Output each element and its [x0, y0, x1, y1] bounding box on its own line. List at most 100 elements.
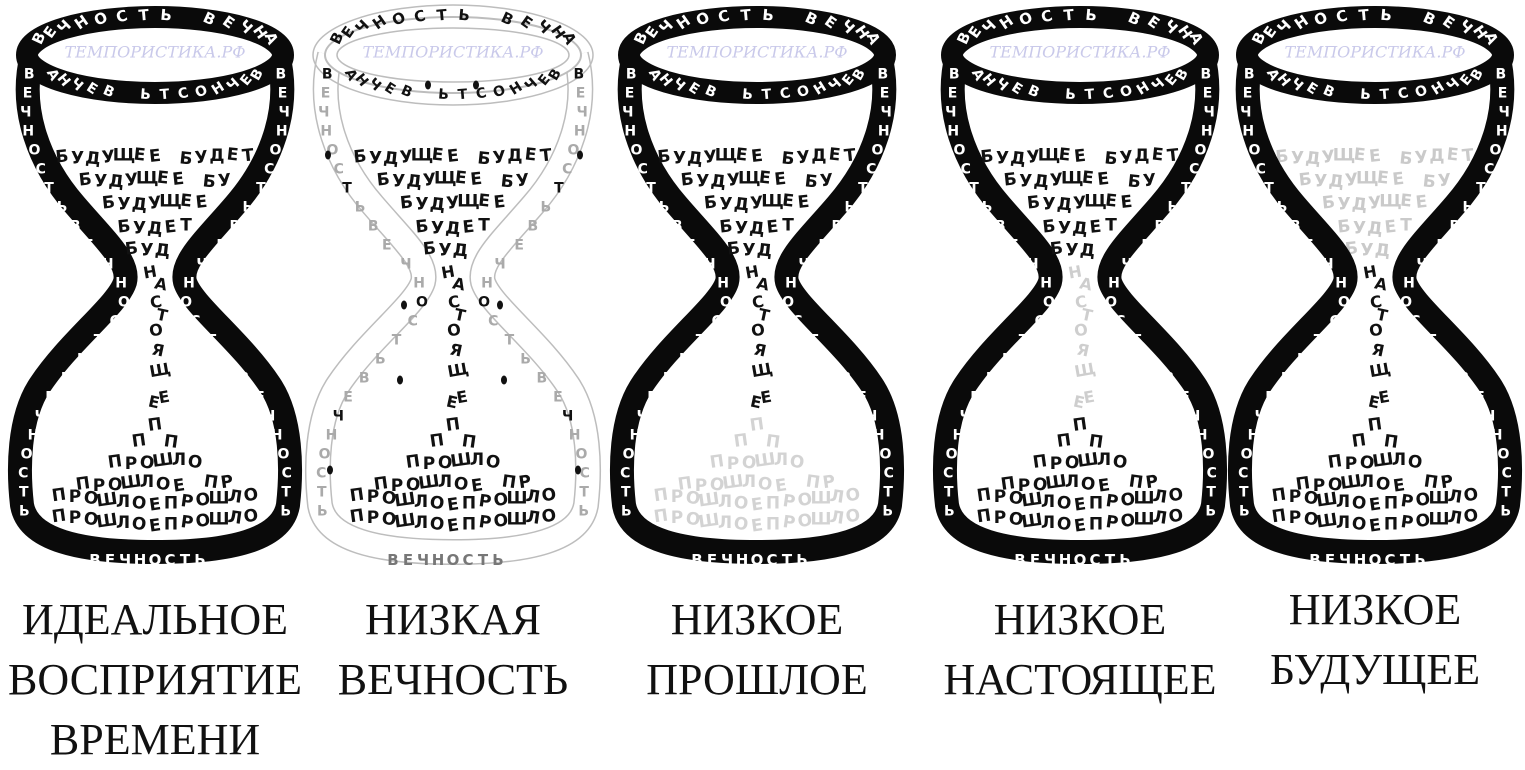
side-letter-right: О — [1195, 142, 1207, 158]
past-letter: Р — [391, 476, 403, 496]
side-letter-left: С — [1256, 161, 1266, 177]
side-letter-left: О — [416, 294, 428, 310]
future-letter: Е — [524, 144, 538, 165]
bottom-rim-letter: Е — [403, 551, 413, 569]
present-letter: А — [1078, 273, 1095, 294]
side-letter-left: Ь — [375, 351, 386, 367]
past-letter: Р — [727, 454, 739, 474]
future-letter: Е — [469, 169, 483, 190]
past-letter: О — [428, 492, 445, 514]
caption-line: ВРЕМЕНИ — [49, 715, 261, 764]
future-letter: Б — [703, 192, 718, 213]
inner-rim-letter: С — [1396, 85, 1410, 103]
side-letter-left: В — [995, 218, 1006, 234]
past-letter: П — [1367, 414, 1384, 436]
side-letter-left: В — [663, 370, 674, 386]
past-letter: Р — [367, 508, 379, 528]
side-letter-right: Н — [271, 427, 283, 443]
past-letter: О — [82, 509, 99, 531]
future-letter: Е — [171, 169, 185, 190]
past-letter: Ш — [1428, 489, 1449, 509]
side-letter-right: О — [1400, 294, 1412, 310]
past-letter: Ш — [1339, 471, 1363, 494]
side-letter-right: Ч — [494, 256, 505, 272]
side-letter-right: Ч — [1189, 408, 1200, 424]
future-letter: Щ — [159, 191, 182, 211]
future-letter: Д — [756, 240, 773, 261]
past-letter: П — [203, 471, 220, 493]
side-letter-left: Ч — [622, 104, 633, 120]
future-letter: У — [1367, 193, 1382, 214]
future-letter: У — [415, 195, 428, 215]
future-letter: Б — [353, 146, 368, 167]
future-letter: Т — [241, 145, 255, 166]
past-letter: Л — [1360, 472, 1374, 492]
frame-dot — [575, 465, 581, 475]
inner-rim-letter: Т — [1379, 86, 1390, 103]
future-letter: Д — [686, 148, 703, 169]
future-letter: Щ — [1333, 145, 1356, 165]
caption-line: НИЗКАЯ — [364, 595, 542, 644]
bottom-rim-letter: В — [691, 551, 702, 569]
past-letter: Е — [172, 475, 186, 496]
frame-dot — [473, 80, 479, 90]
past-letter: О — [428, 513, 445, 535]
side-letter-right: О — [478, 294, 490, 310]
past-letter: П — [461, 431, 478, 453]
past-letter: О — [796, 489, 813, 511]
future-letter: У — [1337, 195, 1350, 215]
past-letter: Р — [1144, 472, 1159, 494]
inner-rim-letter: Ь — [1065, 86, 1077, 103]
caption-low-past: НИЗКОЕ ПРОШЛОЕ — [592, 590, 922, 710]
side-letter-right: В — [527, 218, 538, 234]
side-letter-right: С — [866, 161, 876, 177]
past-letter: О — [1414, 510, 1431, 532]
side-letter-left: С — [316, 465, 326, 481]
frame-body — [610, 52, 904, 564]
bottom-rim-letter: О — [149, 551, 162, 569]
future-letter: Б — [422, 238, 437, 259]
past-letter: О — [684, 509, 701, 531]
side-letter-left: Ч — [945, 104, 956, 120]
future-letter: У — [1142, 170, 1157, 191]
past-letter: П — [805, 471, 822, 493]
present-letter: Щ — [446, 359, 470, 381]
present-letter: Т — [453, 305, 468, 326]
past-letter: О — [1350, 513, 1367, 535]
future-letter: У — [735, 219, 748, 239]
side-letter-right: Ь — [1500, 504, 1511, 520]
side-letter-left: О — [1241, 446, 1253, 462]
side-letter-right: Н — [1108, 275, 1120, 291]
present-letter: О — [1368, 319, 1385, 340]
side-letter-left: О — [319, 446, 331, 462]
side-letter-right: Ч — [279, 104, 290, 120]
present-letter: А — [1373, 273, 1390, 294]
side-letter-left: О — [29, 142, 41, 158]
future-letter: Д — [1374, 240, 1391, 261]
present-letter: Т — [1375, 305, 1390, 326]
past-letter: Р — [1399, 512, 1414, 534]
future-letter: Щ — [761, 191, 784, 211]
future-letter: Б — [1049, 238, 1064, 259]
past-letter: О — [1462, 505, 1479, 527]
side-letter-right: С — [282, 465, 292, 481]
side-letter-right: Ь — [1147, 351, 1158, 367]
side-letter-left: Ь — [679, 351, 690, 367]
side-letter-right: О — [270, 142, 282, 158]
side-letter-left: Ь — [1277, 199, 1288, 215]
side-letter-left: С — [1238, 465, 1248, 481]
side-letter-left: Н — [1040, 275, 1052, 291]
future-letter: Д — [1366, 218, 1383, 239]
present-letter: Я — [150, 339, 166, 360]
side-letter-right: В — [1495, 66, 1506, 82]
side-letter-left: Ь — [1002, 351, 1013, 367]
past-letter: П — [1423, 471, 1440, 493]
past-letter: Ш — [393, 510, 417, 533]
past-letter: О — [740, 452, 757, 474]
present-letter: Н — [440, 261, 456, 282]
present-letter: А — [755, 273, 772, 294]
past-letter: Р — [517, 472, 532, 494]
side-letter-left: Ь — [1239, 504, 1250, 520]
side-letter-left: Ь — [982, 199, 993, 215]
side-letter-right: Ч — [1484, 408, 1495, 424]
